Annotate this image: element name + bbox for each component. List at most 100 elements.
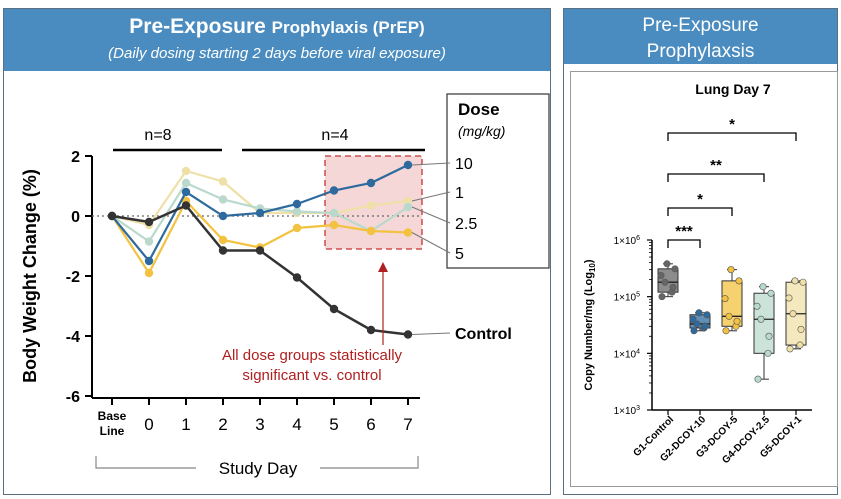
series-point-dose10 — [329, 186, 339, 195]
significance-label: *** — [675, 223, 693, 240]
significance-bracket — [667, 132, 797, 141]
series-layer — [107, 160, 413, 339]
series-point-dose10 — [255, 208, 265, 218]
box-point — [658, 293, 666, 301]
box-y-tick-label: 1×106 — [614, 235, 641, 247]
legend-leader-dose2_5 — [411, 206, 451, 224]
banner-title-small: Prophylaxis (PrEP) — [271, 18, 425, 37]
legend-label-dose1: 1 — [455, 185, 464, 202]
box-point — [785, 294, 793, 302]
box-point — [764, 349, 772, 357]
box-point — [733, 317, 741, 325]
box-y-ticks: 1×103 1×104 1×105 1×106 — [614, 235, 652, 417]
series-point-dose2_5 — [403, 202, 413, 212]
series-point-dose2_5 — [292, 207, 302, 216]
legend-leader-control — [411, 332, 451, 335]
box-point — [757, 315, 765, 323]
n4-label: n=4 — [321, 127, 348, 144]
x-tick-label: 0 — [144, 415, 153, 434]
box-point — [735, 277, 743, 285]
significance-bracket — [667, 239, 701, 248]
x-tick-label: 5 — [329, 415, 338, 434]
x-tick-label: 7 — [403, 415, 412, 434]
box-point — [786, 345, 794, 353]
series-point-dose10 — [292, 199, 302, 209]
dose-legend-box — [446, 93, 550, 269]
x-tick-label: 6 — [366, 415, 375, 434]
box-point — [721, 295, 729, 303]
box-point — [657, 272, 665, 280]
significance-label: ** — [710, 157, 722, 174]
x-tick-label: Base — [98, 409, 127, 423]
box-point — [727, 266, 735, 274]
box-point — [767, 289, 775, 297]
box-point — [796, 341, 804, 349]
box-point — [690, 327, 698, 335]
annotation-line1: All dose groups statistically — [222, 347, 403, 364]
series-point-dose5 — [292, 223, 302, 233]
box-point — [703, 311, 711, 319]
left-banner-title: Pre-Exposure Prophylaxis (PrEP) — [4, 15, 550, 39]
box-layer — [657, 260, 807, 383]
legend-leader-dose10 — [411, 162, 451, 166]
box-point — [663, 260, 671, 268]
box-point — [759, 283, 767, 291]
series-point-control — [218, 246, 228, 255]
box-point — [791, 277, 799, 285]
box-point — [689, 315, 697, 323]
legend-label-dose5: 5 — [455, 246, 464, 263]
y-tick-label: 0 — [71, 209, 80, 226]
series-point-dose10 — [218, 211, 228, 221]
legend-label-control: Control — [455, 326, 512, 343]
box-chart-title: Lung Day 7 — [695, 81, 771, 97]
box-body — [753, 292, 775, 354]
box-point — [754, 375, 762, 383]
right-banner: Pre-Exposure Prophylaxsis — [564, 9, 837, 64]
x-tick-label: 1 — [181, 415, 190, 434]
x-tick-label: 2 — [218, 415, 227, 434]
box-y-tick-label: 1×105 — [614, 292, 641, 304]
box-point — [797, 325, 805, 333]
box-point — [669, 283, 677, 291]
y-tick-label: -2 — [66, 269, 80, 286]
left-banner: Pre-Exposure Prophylaxis (PrEP) (Daily d… — [4, 9, 550, 71]
series-point-dose2_5 — [218, 195, 228, 204]
significance-label: * — [729, 116, 735, 133]
legend-leader-dose5 — [411, 232, 451, 254]
series-point-dose5 — [144, 268, 154, 278]
box-point — [799, 278, 807, 286]
legend-layer: 10 1 2.5 5 Control — [411, 156, 512, 343]
series-point-control — [255, 246, 265, 255]
x-tick-label: 3 — [255, 415, 264, 434]
series-point-control — [144, 217, 154, 227]
right-banner-title: Pre-Exposure Prophylaxsis — [564, 13, 837, 64]
banner-title-main: Pre-Exposure — [129, 15, 272, 38]
y-tick-label: -4 — [66, 329, 80, 346]
series-point-dose2_5 — [144, 237, 154, 246]
series-point-dose10 — [403, 160, 413, 170]
annotation-line2: significant vs. control — [242, 367, 381, 384]
box-point — [753, 302, 761, 310]
box-point — [722, 327, 730, 335]
series-point-dose2_5 — [181, 178, 191, 188]
footer-label: Study Day — [219, 459, 298, 478]
series-point-dose5 — [366, 226, 376, 236]
box-y-tick-label: 1×104 — [614, 348, 641, 360]
left-banner-subtitle: (Daily dosing starting 2 days before vir… — [108, 45, 446, 62]
series-point-dose5 — [218, 235, 228, 245]
n8-label: n=8 — [144, 127, 171, 144]
significance-layer: ******* — [667, 116, 797, 248]
box-point — [725, 312, 733, 320]
series-point-control — [403, 330, 413, 339]
significance-bracket — [667, 207, 733, 216]
dose-title: Dose — [458, 100, 500, 119]
footer-bracket — [95, 456, 419, 469]
box-x-labels: G1-ControlG2-DCOY-10G3-DCOY-5G4-DCOY-2.5… — [631, 410, 804, 466]
box-point — [765, 332, 773, 340]
series-point-dose1 — [403, 196, 413, 206]
series-point-dose10 — [366, 178, 376, 188]
dose-unit: (mg/kg) — [458, 123, 505, 139]
right-banner-line1: Pre-Exposure — [642, 15, 759, 36]
